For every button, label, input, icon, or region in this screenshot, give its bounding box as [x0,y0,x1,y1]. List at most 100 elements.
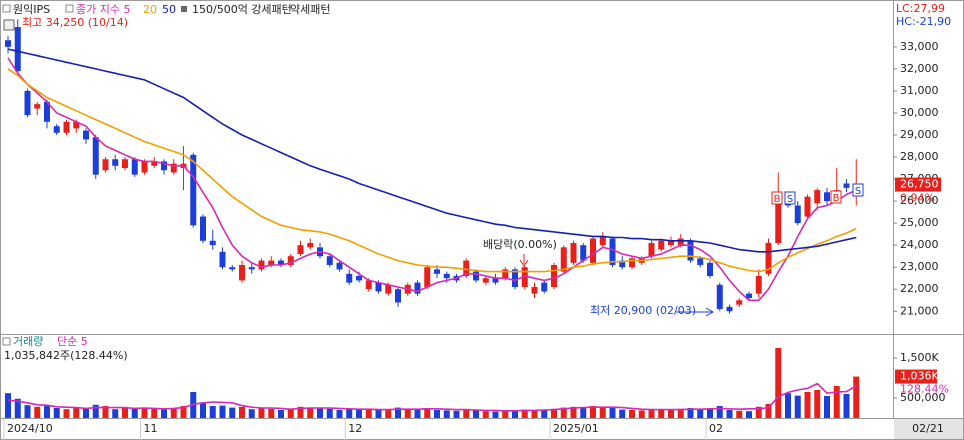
volume-bar [180,406,187,418]
volume-bar [785,393,791,418]
low-note: 최저 20,900 (02/03) [590,304,696,317]
legend-entry: 종가 지수 5 [76,3,130,16]
last-price-label: 26,750 [900,178,939,191]
signal-box [830,190,842,204]
volume-bar [73,407,80,418]
low-arrow [676,307,715,317]
volume-bar [112,409,119,418]
candle-body [14,27,21,72]
volume-bar [531,410,538,418]
candle-body [190,154,197,226]
volume-bar [287,409,294,418]
x-tick-label: 2024/10 [7,422,53,435]
volume-bar [239,406,245,418]
volume-bar [775,348,782,418]
volume-bar [122,408,128,418]
candle-body [122,159,128,169]
y-tick-label: 23,000 [900,260,939,273]
volume-bar [551,408,557,418]
candle-body [619,260,626,268]
candle-body [609,238,616,265]
legend-entry: 20 [143,3,157,16]
volume-bar [278,410,284,418]
volume-bar [755,406,762,418]
stock-title: 원익IPS [13,3,50,16]
y-tick-label: 28,000 [900,150,939,163]
candle-body [755,276,762,294]
signal-label: S [855,186,861,197]
volume-bar [346,408,353,418]
volume-tick-label: 1,500K [900,351,939,364]
volume-bar [414,409,421,418]
signal-box [784,191,796,205]
high-note: 최고 34,250 (10/14) [22,16,128,29]
candle-body [668,240,674,246]
candle-body [560,247,567,272]
candle-body [707,262,713,277]
volume-bar [443,410,450,418]
candle-body [356,276,362,281]
volume-bar [92,404,99,418]
x-tick-label: 12 [348,422,362,435]
volume-bar [365,409,372,418]
volume-bar [765,404,772,418]
volume-bar [14,398,21,418]
volume-bar [24,405,31,418]
volume-bar [434,410,440,418]
lc-label: LC:27,99 [896,2,945,15]
candle-body [248,267,255,270]
dividend-arrow [519,254,529,267]
candle-body [824,192,830,202]
candle-body [73,121,80,129]
volume-bar [453,410,460,418]
ma-line [7,68,857,273]
volume-bar [170,408,177,418]
candle-body [531,287,538,294]
volume-bar [697,409,704,418]
volume-title: 거래량 [13,335,43,348]
candle-body [83,130,89,140]
candle-body [44,101,50,122]
volume-bar [599,407,606,418]
volume-bar [707,408,713,418]
icon [2,4,11,13]
candle-body [804,196,811,217]
volume-bar [63,409,70,418]
signal-box [852,183,864,197]
candle-body [599,236,606,246]
candle-body [658,240,665,250]
candle-body [102,159,109,171]
dividend-note: 배당락(0.00%) [483,238,557,251]
volume-tick-label: 500,000 [900,391,946,404]
volume-bar [541,410,548,418]
candle-body [34,104,41,109]
date-tag: 02/21 [912,422,944,435]
candle-body [53,126,60,133]
candle-body [843,183,850,188]
volume-bar [53,408,60,418]
icon [181,6,187,12]
volume-bar [268,408,275,418]
signal-label: B [833,193,840,204]
candle-body [385,284,392,294]
y-tick-label: 21,000 [900,304,939,317]
candle-body [346,273,353,283]
y-tick-label: 29,000 [900,128,939,141]
candle-body [200,216,206,241]
volume-bar [677,408,684,418]
candle-body [170,163,177,173]
volume-bar [590,406,596,418]
y-tick-label: 25,000 [900,216,939,229]
candle-body [687,240,694,261]
last-price-box [895,177,941,192]
volume-bar [804,392,811,418]
icon [2,337,11,346]
candle-body [736,300,743,305]
candle-body [590,238,596,263]
volume-bar [83,408,89,418]
volume-bar [463,409,470,418]
volume-bar [356,409,362,418]
volume-bar [502,410,509,418]
volume-bar [833,386,840,418]
